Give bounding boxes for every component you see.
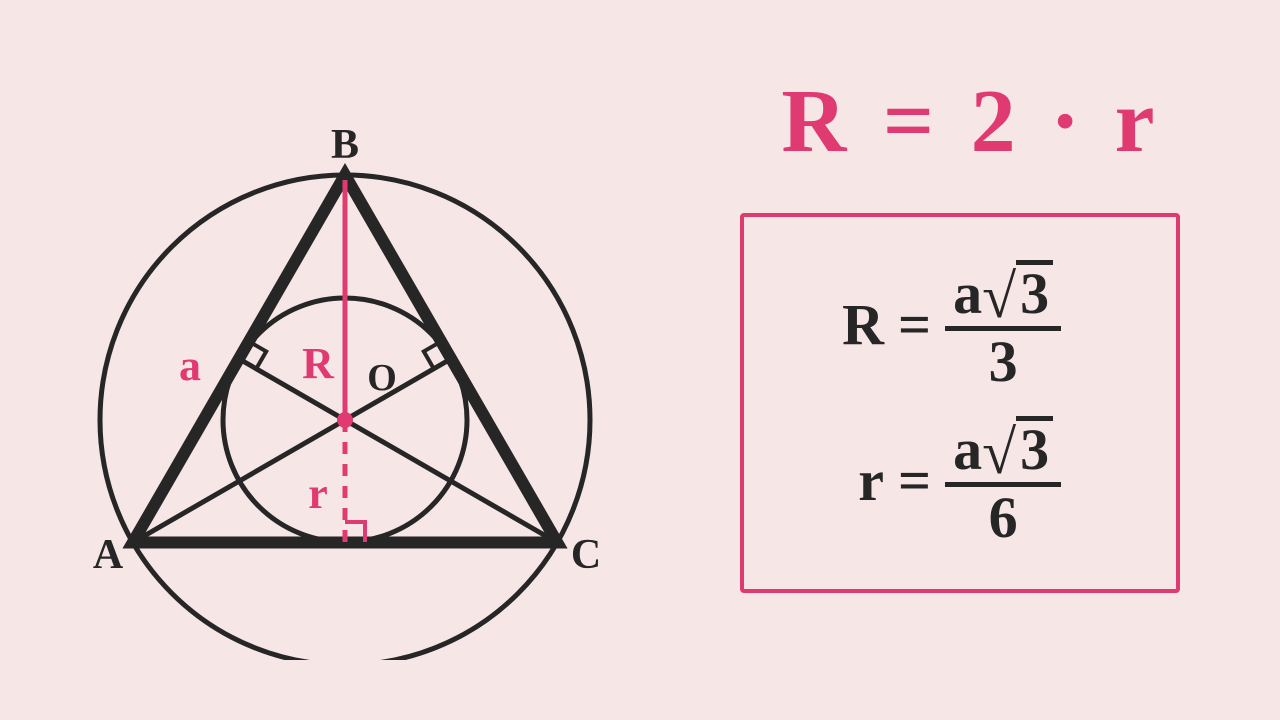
formula-box: R = a √ 3 3 r = a √ bbox=[740, 213, 1180, 593]
main-formula-dot: · bbox=[1050, 72, 1084, 171]
main-formula-eq: = bbox=[883, 72, 938, 171]
main-formula: R = 2 · r bbox=[720, 70, 1220, 173]
radius-label-r-lower: r bbox=[308, 469, 328, 518]
main-formula-r-upper: R bbox=[781, 72, 850, 171]
main-formula-r-lower: r bbox=[1115, 72, 1159, 171]
diagram-svg: B A C O a R r bbox=[60, 60, 620, 660]
geometry-diagram: B A C O a R r bbox=[60, 60, 620, 660]
formula-r-lower-eq: = bbox=[898, 452, 931, 510]
formulas-panel: R = 2 · r R = a √ 3 3 r = bbox=[720, 60, 1220, 660]
center-label-o: O bbox=[367, 357, 397, 399]
formula-r-lower-sqrt-arg: 3 bbox=[1016, 416, 1053, 479]
formula-r-lower-num-a: a bbox=[953, 421, 982, 479]
formula-r-upper-den: 3 bbox=[989, 331, 1018, 391]
formula-r-lower-lhs: r bbox=[794, 452, 884, 510]
sqrt-symbol-2: √ bbox=[982, 422, 1016, 484]
formula-r-upper-fraction: a √ 3 3 bbox=[945, 260, 1061, 391]
vertex-label-c: C bbox=[571, 532, 601, 578]
radius-label-r-upper: R bbox=[302, 339, 335, 388]
sqrt-wrapper-2: √ 3 bbox=[982, 416, 1053, 480]
formula-r-lower-den: 6 bbox=[989, 487, 1018, 547]
center-point-o bbox=[337, 412, 353, 428]
vertex-label-a: A bbox=[93, 532, 124, 578]
formula-r-upper-num-a: a bbox=[953, 265, 982, 323]
vertex-label-b: B bbox=[331, 122, 359, 168]
formula-r-upper-lhs: R bbox=[794, 296, 884, 354]
side-label-a: a bbox=[179, 341, 201, 390]
sqrt-symbol: √ bbox=[982, 266, 1016, 328]
formula-r-lower-fraction: a √ 3 6 bbox=[945, 416, 1061, 547]
formula-r-upper-sqrt-arg: 3 bbox=[1016, 260, 1053, 323]
sqrt-wrapper: √ 3 bbox=[982, 260, 1053, 324]
formula-row-r-upper: R = a √ 3 3 bbox=[764, 260, 1156, 391]
main-formula-2: 2 bbox=[971, 72, 1020, 171]
formula-r-upper-eq: = bbox=[898, 296, 931, 354]
formula-row-r-lower: r = a √ 3 6 bbox=[764, 416, 1156, 547]
